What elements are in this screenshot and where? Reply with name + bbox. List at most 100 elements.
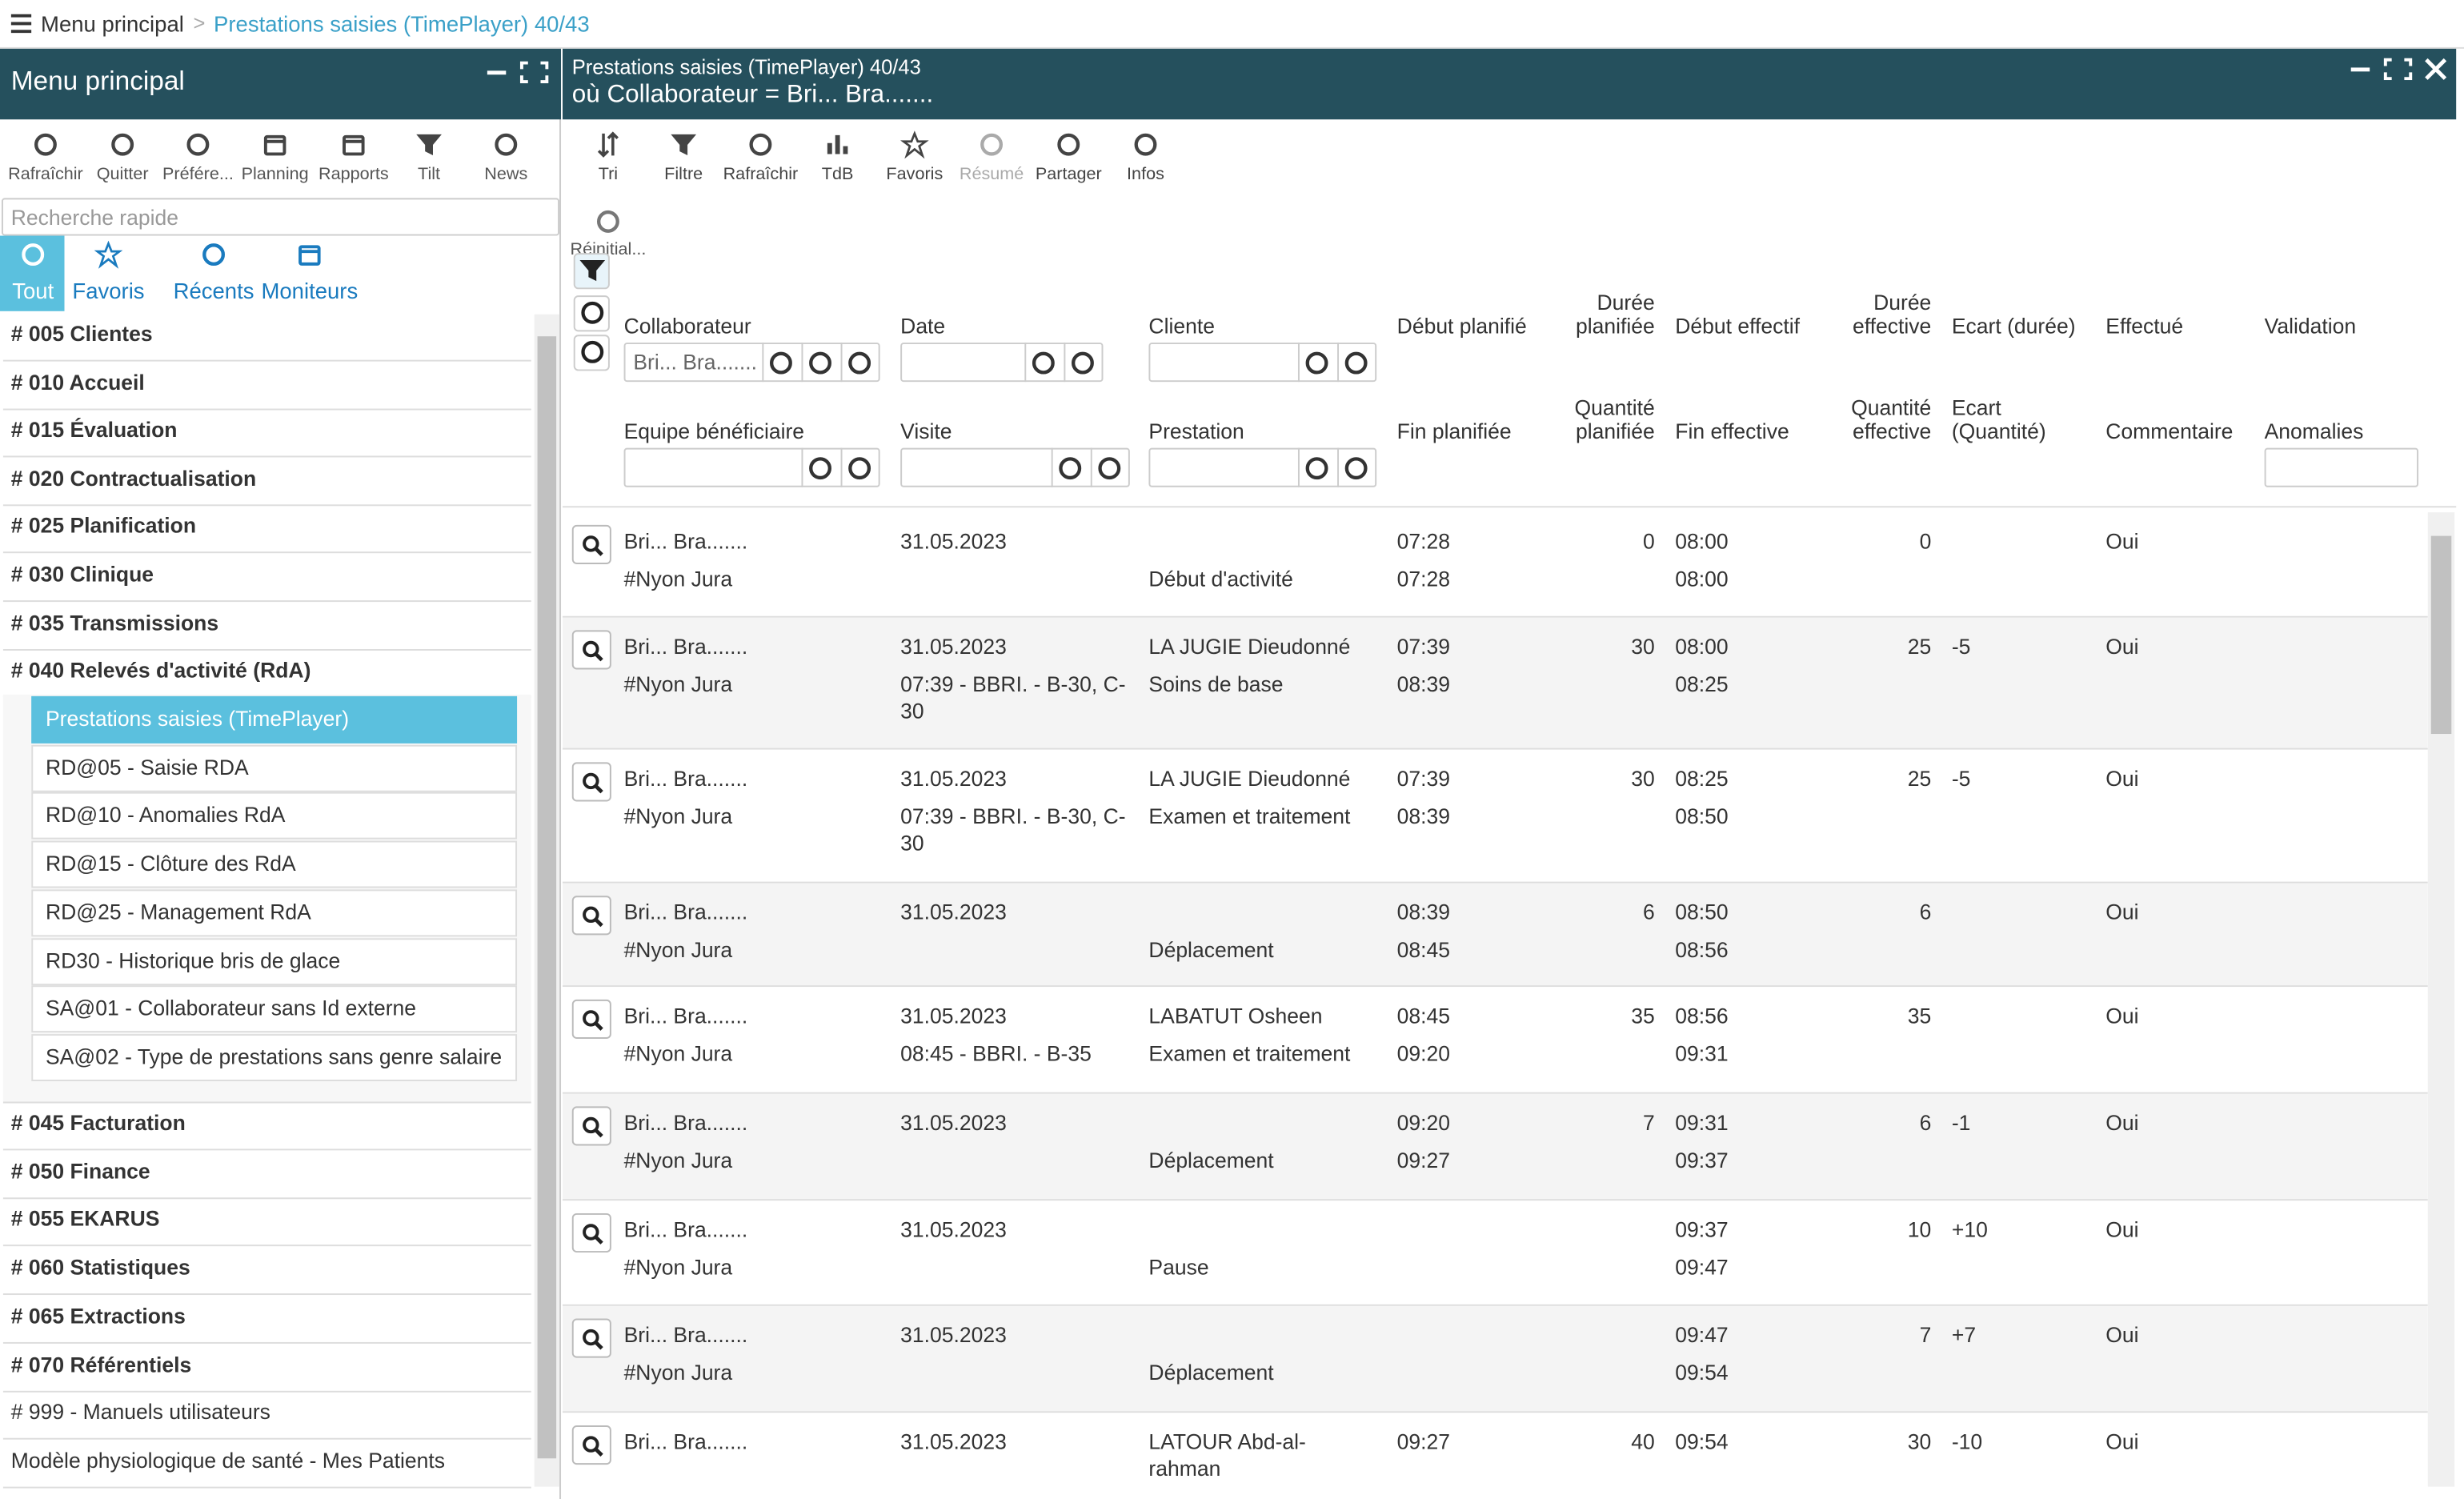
list-header: Prestations saisies (TimePlayer) 40/43 o… [563, 49, 2456, 119]
row-detail-button[interactable] [572, 630, 611, 669]
column-header[interactable]: Début planifié [1397, 287, 1539, 338]
cell: Bri... Bra....... [624, 899, 891, 925]
column-header[interactable]: Commentaire [2105, 393, 2255, 443]
column-header[interactable]: Quantité effective [1820, 393, 1931, 443]
filter-input[interactable] [2265, 448, 2418, 487]
column-header[interactable]: Fin effective [1675, 393, 1817, 443]
menu-section[interactable]: # 055 EKARUS [3, 1198, 531, 1247]
hamburger-icon[interactable] [11, 14, 32, 34]
menu-section[interactable]: # 050 Finance [3, 1150, 531, 1199]
icon [1132, 130, 1160, 158]
window-controls[interactable] [487, 62, 551, 83]
cell: -1 [1952, 1109, 2101, 1136]
cell: LABATUT Osheen [1148, 1003, 1360, 1029]
scrollbar[interactable] [535, 315, 559, 1487]
cell: Bri... Bra....... [624, 1321, 891, 1348]
column-header[interactable]: Ecart (Quantité) [1952, 393, 2101, 443]
menu-section[interactable]: Modèle physiologique de santé - Mes Pati… [3, 1439, 531, 1488]
menu-section[interactable]: # 020 Contractualisation [3, 457, 531, 506]
filter-input[interactable] [1148, 343, 1376, 382]
icon [1055, 130, 1083, 158]
menu-section[interactable]: # 065 Extractions [3, 1295, 531, 1344]
cell: 6 [1820, 899, 1931, 925]
cell: Oui [2105, 765, 2255, 792]
column-header[interactable]: Validation [2265, 287, 2438, 338]
column-header[interactable]: Effectué [2105, 287, 2255, 338]
scrollbar[interactable] [2428, 512, 2454, 1486]
column-header[interactable]: Collaborateur [624, 287, 891, 338]
menu-section[interactable]: # 035 Transmissions [3, 601, 531, 650]
icon [845, 454, 873, 482]
cell: 0 [1820, 528, 1931, 555]
submenu-item[interactable]: Prestations saisies (TimePlayer) [31, 696, 517, 743]
menu-section[interactable]: # 015 Évaluation [3, 409, 531, 458]
breadcrumb-bar: Menu principal > Prestations saisies (Ti… [0, 0, 2464, 49]
row-detail-button[interactable] [572, 1213, 611, 1253]
column-header[interactable]: Cliente [1148, 287, 1360, 338]
column-header[interactable]: Ecart (durée) [1952, 287, 2101, 338]
row-detail-button[interactable] [572, 1000, 611, 1039]
column-header[interactable]: Fin planifiée [1397, 393, 1539, 443]
cell: 09:37 [1675, 1216, 1817, 1243]
filter-input[interactable] [624, 448, 880, 487]
menu-section[interactable]: # 060 Statistiques [3, 1246, 531, 1295]
column-header[interactable]: Anomalies [2265, 393, 2438, 443]
table-row: Bri... Bra.......31.05.202308:39608:506O… [563, 884, 2428, 988]
cell: LA JUGIE Dieudonné [1148, 633, 1360, 659]
submenu-item[interactable]: RD@10 - Anomalies RdA [31, 792, 517, 840]
row-detail-button[interactable] [572, 896, 611, 935]
submenu-item[interactable]: RD@25 - Management RdA [31, 889, 517, 936]
column-header[interactable]: Durée effective [1820, 287, 1931, 338]
table-row: Bri... Bra.......31.05.202309:3710+10Oui… [563, 1200, 2428, 1306]
toolbar-button-label[interactable]: Infos [1099, 165, 1193, 184]
column-header[interactable]: Date [900, 287, 1136, 338]
menu-section[interactable]: # 070 Référentiels [3, 1343, 531, 1392]
filter-input[interactable] [900, 448, 1130, 487]
filter-input[interactable] [900, 343, 1103, 382]
column-header[interactable]: Quantité planifiée [1540, 393, 1654, 443]
submenu-item[interactable]: RD@05 - Saisie RDA [31, 744, 517, 792]
toolbar-button-label[interactable]: News [459, 165, 553, 184]
filter-input[interactable]: Bri... Bra....... [624, 343, 880, 382]
cell: Examen et traitement [1148, 1040, 1360, 1067]
icon [1342, 454, 1370, 482]
tab[interactable]: Moniteurs [246, 279, 372, 303]
row-detail-button[interactable] [572, 525, 611, 564]
icon [823, 130, 851, 158]
window-controls[interactable] [2351, 58, 2449, 80]
row-detail-button[interactable] [572, 1319, 611, 1358]
cell: 09:20 [1397, 1040, 1539, 1067]
header-text: Durée effective [1820, 291, 1931, 338]
menu-header: Menu principal [0, 49, 561, 119]
icon [261, 130, 289, 158]
menu-section[interactable]: # 040 Relevés d'activité (RdA) [3, 649, 531, 698]
filter-input[interactable] [1148, 448, 1376, 487]
breadcrumb-current[interactable]: Prestations saisies (TimePlayer) 40/43 [214, 11, 590, 36]
cell: 08:39 [1397, 803, 1539, 829]
column-header[interactable]: Début effectif [1675, 287, 1817, 338]
submenu-item[interactable]: SA@02 - Type de prestations sans genre s… [31, 1034, 517, 1081]
menu-section[interactable]: # 010 Accueil [3, 361, 531, 410]
menu-section[interactable]: # 999 - Manuels utilisateurs [3, 1391, 531, 1440]
row-detail-button[interactable] [572, 1425, 611, 1465]
scroll-thumb[interactable] [538, 336, 557, 1458]
breadcrumb-root[interactable]: Menu principal [41, 11, 184, 36]
menu-section[interactable]: # 005 Clientes [3, 313, 531, 362]
column-header[interactable]: Equipe bénéficiaire [624, 393, 891, 443]
menu-section[interactable]: # 030 Clinique [3, 553, 531, 602]
scroll-thumb[interactable] [2431, 536, 2452, 734]
row-detail-button[interactable] [572, 762, 611, 801]
row-detail-button[interactable] [572, 1106, 611, 1145]
icon [578, 299, 606, 327]
submenu-item[interactable]: SA@01 - Collaborateur sans Id externe [31, 986, 517, 1033]
menu-section[interactable]: # 025 Planification [3, 505, 531, 554]
column-header[interactable]: Visite [900, 393, 1136, 443]
column-header[interactable]: Durée planifiée [1540, 287, 1654, 338]
column-header[interactable]: Prestation [1148, 393, 1360, 443]
submenu-item[interactable]: RD@15 - Clôture des RdA [31, 841, 517, 888]
search-box[interactable]: Recherche rapide [2, 198, 559, 235]
submenu-item[interactable]: RD30 - Historique bris de glace [31, 937, 517, 984]
cell: 7 [1540, 1109, 1654, 1136]
menu-section[interactable]: # 045 Facturation [3, 1102, 531, 1151]
cell: 09:20 [1397, 1109, 1539, 1136]
